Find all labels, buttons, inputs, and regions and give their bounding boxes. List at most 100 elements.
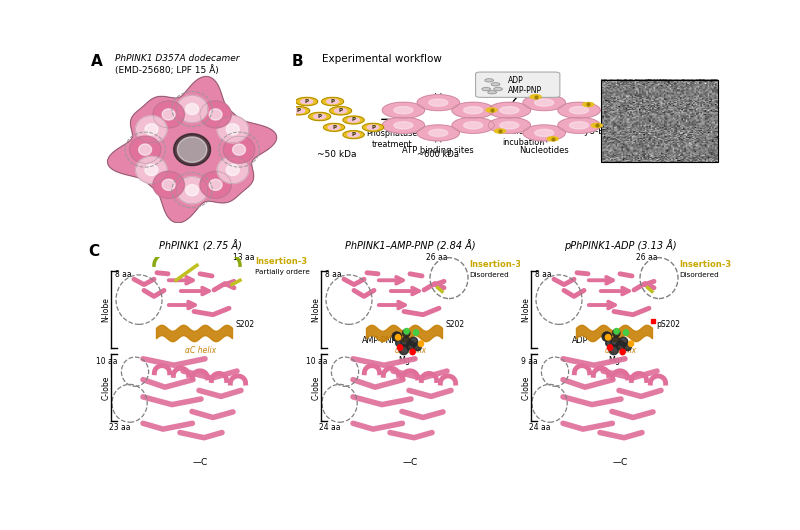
Polygon shape [558,117,600,134]
Polygon shape [570,122,589,129]
Polygon shape [186,103,198,114]
Circle shape [392,332,400,341]
Text: Nucleotide
incubation: Nucleotide incubation [502,127,545,147]
Text: N-lobe: N-lobe [522,297,530,322]
Polygon shape [296,98,318,105]
Circle shape [624,342,631,351]
Text: 24 aa: 24 aa [530,423,550,432]
Polygon shape [223,136,254,163]
Polygon shape [200,171,231,198]
Circle shape [603,332,610,340]
Text: P: P [318,114,322,119]
Circle shape [396,340,402,346]
Text: N-lobe: N-lobe [311,297,321,322]
Polygon shape [417,95,459,111]
Text: 23 aa: 23 aa [110,423,130,432]
Text: Phosphatase
treatment: Phosphatase treatment [366,129,418,149]
Polygon shape [488,117,530,134]
Polygon shape [153,101,184,128]
Text: AMP-PNP: AMP-PNP [508,86,542,95]
Circle shape [402,329,410,337]
Text: B: B [292,54,304,69]
Polygon shape [177,176,208,204]
Polygon shape [288,107,310,115]
Polygon shape [226,123,239,135]
Polygon shape [107,76,277,223]
Text: 9 aa: 9 aa [522,357,538,366]
Circle shape [628,341,634,347]
Polygon shape [491,83,500,86]
Polygon shape [464,107,482,114]
Polygon shape [326,99,338,104]
Circle shape [410,337,418,347]
Text: ~600 kDa: ~600 kDa [418,149,459,158]
Text: 8 aa: 8 aa [534,270,551,279]
Text: 26 aa: 26 aa [636,253,658,261]
Polygon shape [174,134,210,165]
Polygon shape [367,125,379,129]
Polygon shape [200,101,231,128]
Polygon shape [217,156,249,183]
Polygon shape [145,164,158,175]
Text: 8 aa: 8 aa [114,270,131,279]
Polygon shape [523,125,566,141]
Text: 24 aa: 24 aa [319,423,341,432]
Polygon shape [322,98,344,105]
Text: P: P [332,125,336,130]
Polygon shape [417,125,459,141]
Polygon shape [145,123,158,135]
Circle shape [530,95,541,99]
Circle shape [602,332,610,341]
Polygon shape [558,102,600,118]
Polygon shape [482,87,490,91]
Polygon shape [314,114,326,119]
Polygon shape [382,117,425,134]
Circle shape [395,334,401,340]
Text: P: P [297,108,301,113]
Polygon shape [362,123,384,131]
Polygon shape [534,99,554,106]
Text: pPhPINK1-ADP (3.13 Å): pPhPINK1-ADP (3.13 Å) [564,240,676,251]
Circle shape [393,332,401,340]
Text: C-lobe: C-lobe [522,376,530,400]
Polygon shape [328,125,340,129]
Text: 26 aa: 26 aa [426,253,448,261]
Circle shape [616,341,625,350]
Polygon shape [323,123,345,131]
Polygon shape [293,109,305,113]
Polygon shape [162,109,175,120]
FancyBboxPatch shape [475,72,560,98]
Polygon shape [209,179,222,190]
Text: Cryo-EM: Cryo-EM [574,127,612,136]
Circle shape [582,102,594,107]
Polygon shape [334,109,346,113]
Polygon shape [429,99,448,106]
Polygon shape [136,156,167,183]
Polygon shape [153,171,184,198]
Circle shape [623,330,629,335]
Text: 10 aa: 10 aa [306,357,328,366]
Polygon shape [485,79,494,82]
Polygon shape [309,112,330,121]
Text: 10 aa: 10 aa [97,357,118,366]
Polygon shape [136,116,167,143]
Text: pS202: pS202 [656,320,680,329]
Polygon shape [330,107,352,115]
Text: 8 aa: 8 aa [325,270,342,279]
Polygon shape [348,118,359,122]
Circle shape [414,330,418,335]
Polygon shape [523,95,566,111]
Text: Nucleotides: Nucleotides [519,146,569,155]
Text: Insertion-3: Insertion-3 [255,257,307,266]
Circle shape [418,341,424,347]
Circle shape [613,329,620,337]
Text: PhPINK1–AMP-PNP (2.84 Å): PhPINK1–AMP-PNP (2.84 Å) [345,240,475,251]
Text: —C: —C [402,457,418,466]
Polygon shape [301,99,313,104]
Polygon shape [394,107,413,114]
Text: P: P [338,108,342,113]
Text: Disordered: Disordered [469,272,509,278]
Text: P: P [305,99,309,104]
Circle shape [591,123,602,128]
Polygon shape [464,122,482,129]
